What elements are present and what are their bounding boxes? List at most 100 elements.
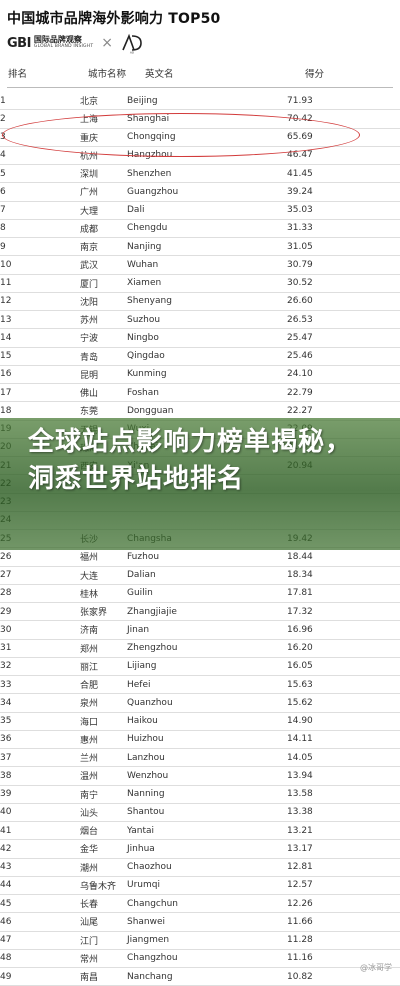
rank-cell: 29 [0,602,80,622]
score-cell: 13.38 [287,803,400,823]
score-cell: 30.79 [287,255,400,275]
rank-cell: 31 [0,639,80,658]
city-en-cell: Jinhua [127,839,287,859]
rank-cell: 48 [0,949,80,969]
city-en-cell: Beijing [127,92,287,111]
partner-logo-icon: AD [122,33,142,54]
city-cn-cell: 济南 [80,620,127,640]
rank-cell: 41 [0,821,80,841]
rank-cell: 11 [0,274,80,293]
table-row: 29 张家界 Zhangjiajie 17.32 [0,602,400,622]
city-cn-cell: 兰州 [80,748,127,768]
table-row: 1 北京 Beijing 71.93 [0,92,400,111]
rank-cell: 45 [0,894,80,914]
rank-cell: 35 [0,712,80,731]
city-en-cell: Jinan [127,620,287,640]
rank-cell: 1 [0,92,80,111]
city-en-cell: Qingdao [127,347,287,366]
overlay-banner [0,418,400,550]
score-cell: 11.16 [287,949,400,969]
table-row: 47 江门 Jiangmen 11.28 [0,931,400,950]
table-row: 6 广州 Guangzhou 39.24 [0,182,400,202]
table-row: 43 潮州 Chaozhou 12.81 [0,858,400,877]
rank-cell: 13 [0,310,80,330]
gbi-logo: GBI [7,35,31,51]
table-row: 32 丽江 Lijiang 16.05 [0,657,400,677]
score-cell: 14.05 [287,748,400,768]
gbi-logo-text: 国际品牌观察 GLOBAL BRAND INSIGHT [34,36,93,50]
city-en-cell: Hefei [127,675,287,695]
rank-cell: 39 [0,785,80,804]
score-cell: 26.53 [287,310,400,330]
score-cell: 13.58 [287,785,400,804]
table-row: 4 杭州 Hangzhou 46.47 [0,146,400,166]
rank-cell: 12 [0,292,80,312]
city-cn-cell: 武汉 [80,255,127,275]
city-cn-cell: 深圳 [80,164,127,184]
city-en-cell: Shanghai [127,109,287,129]
city-cn-cell: 宁波 [80,328,127,348]
table-row: 28 桂林 Guilin 17.81 [0,584,400,604]
rank-cell: 4 [0,146,80,166]
city-cn-cell: 桂林 [80,584,127,604]
score-cell: 17.81 [287,584,400,604]
rank-cell: 8 [0,219,80,239]
table-row: 30 济南 Jinan 16.96 [0,620,400,640]
rank-cell: 38 [0,766,80,786]
table-row: 41 烟台 Yantai 13.21 [0,821,400,841]
rank-cell: 47 [0,931,80,950]
city-en-cell: Huizhou [127,730,287,750]
table-row: 48 常州 Changzhou 11.16 [0,949,400,969]
rank-cell: 46 [0,912,80,932]
table-row: 42 金华 Jinhua 13.17 [0,839,400,859]
score-cell: 46.47 [287,146,400,166]
city-cn-cell: 昆明 [80,365,127,385]
table-row: 8 成都 Chengdu 31.33 [0,219,400,239]
score-cell: 25.46 [287,347,400,366]
city-cn-cell: 江门 [80,931,127,950]
city-en-cell: Shenzhen [127,164,287,184]
city-en-cell: Changzhou [127,949,287,969]
table-row: 36 惠州 Huizhou 14.11 [0,730,400,750]
city-cn-cell: 青岛 [80,347,127,366]
score-cell: 16.96 [287,620,400,640]
score-cell: 70.42 [287,109,400,129]
column-header-rank: 排名 [8,69,28,80]
rank-cell: 17 [0,383,80,403]
table-row: 26 福州 Fuzhou 18.44 [0,547,400,567]
city-cn-cell: 丽江 [80,657,127,677]
city-en-cell: Ningbo [127,328,287,348]
city-cn-cell: 合肥 [80,675,127,695]
score-cell: 15.62 [287,693,400,713]
rank-cell: 49 [0,967,80,986]
column-header-score: 得分 [305,69,325,80]
score-cell: 26.60 [287,292,400,312]
score-cell: 31.05 [287,237,400,257]
rank-cell: 10 [0,255,80,275]
table-row: 13 苏州 Suzhou 26.53 [0,310,400,330]
score-cell: 11.28 [287,931,400,950]
score-cell: 65.69 [287,128,400,147]
rank-cell: 5 [0,164,80,184]
rank-cell: 40 [0,803,80,823]
city-cn-cell: 潮州 [80,858,127,877]
table-row: 9 南京 Nanjing 31.05 [0,237,400,257]
table-row: 27 大连 Dalian 18.34 [0,566,400,585]
header: 中国城市品牌海外影响力 TOP50 GBI 国际品牌观察 GLOBAL BRAN… [0,0,400,62]
score-cell: 11.66 [287,912,400,932]
overlay-headline: 全球站点影响力榜单揭秘，洞悉世界站地排名 [28,427,353,494]
city-cn-cell: 郑州 [80,639,127,658]
city-en-cell: Nanning [127,785,287,804]
city-en-cell: Lanzhou [127,748,287,768]
table-row: 15 青岛 Qingdao 25.46 [0,347,400,366]
score-cell: 13.94 [287,766,400,786]
table-row: 14 宁波 Ningbo 25.47 [0,328,400,348]
city-en-cell: Xiamen [127,274,287,293]
city-cn-cell: 成都 [80,219,127,239]
rank-cell: 36 [0,730,80,750]
table-row: 2 上海 Shanghai 70.42 [0,109,400,129]
city-en-cell: Haikou [127,712,287,731]
logo-separator: × [101,35,114,51]
rank-cell: 15 [0,347,80,366]
city-en-cell: Yantai [127,821,287,841]
